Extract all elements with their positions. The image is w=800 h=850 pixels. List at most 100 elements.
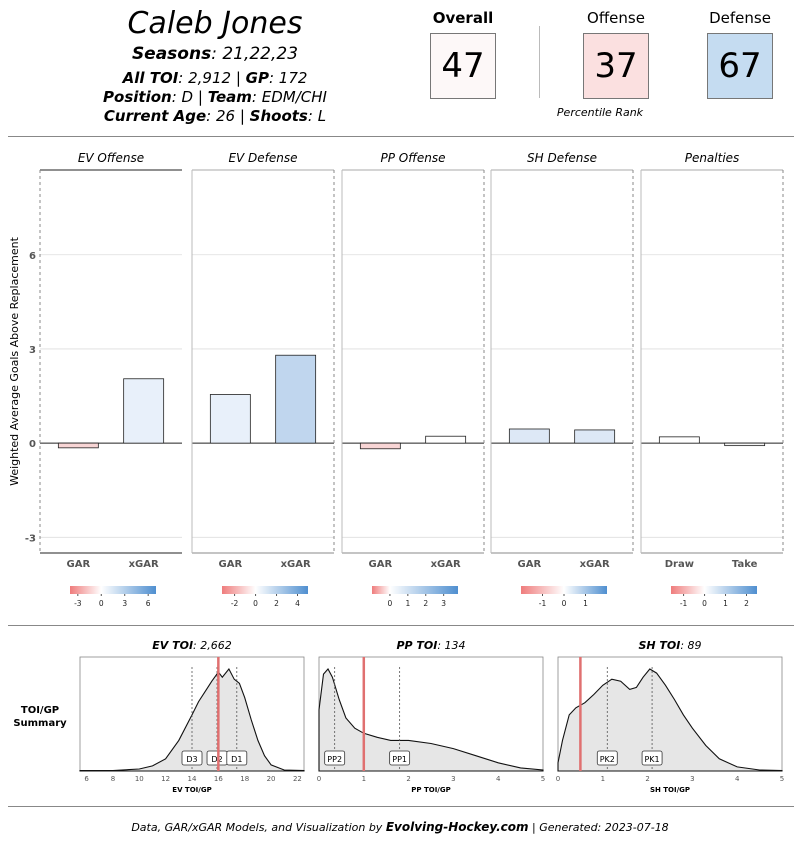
toi-x-tick-label: 2 [645,775,649,783]
x-tick-label: GAR [219,559,243,570]
toi-x-tick-label: 8 [111,775,115,783]
legend-tick-label: -1 [539,599,547,608]
toi-gp-line: All TOI: 2,912 | GP: 172 [40,69,390,87]
toi-density-curve [557,668,783,772]
toi-x-tick-label: 4 [735,775,740,783]
x-tick-label: xGAR [580,559,610,570]
x-tick-label: Draw [665,559,694,570]
x-tick-label: GAR [518,559,542,570]
score-divider [539,26,540,98]
toi-marker-label: PK1 [644,755,659,764]
color-legend-bar [372,586,458,594]
footer-prefix: Data, GAR/xGAR Models, and Visualization… [131,821,386,834]
toi-x-tick-label: 5 [780,775,784,783]
toi-x-tick-label: 12 [161,775,170,783]
legend-tick-label: 1 [723,599,728,608]
toi-x-tick-label: 1 [601,775,605,783]
toi-x-tick-label: 22 [293,775,302,783]
y-tick-label: 6 [29,251,36,262]
toi-panel-title: PP TOI: 134 [396,639,465,652]
toi-title-label: SH TOI [638,639,680,652]
bar-draw [658,436,700,444]
age-shoots-line: Current Age: 26 | Shoots: L [40,107,390,125]
y-tick-label: -3 [25,533,36,544]
defense-score-box: 67 [707,33,773,99]
panel-title: EV Defense [228,151,297,165]
toi-x-tick-label: 1 [362,775,366,783]
toi-title-label: EV TOI [152,639,193,652]
toi-x-tick-label: 20 [267,775,276,783]
footer-divider [8,806,794,807]
panel-title: SH Defense [527,151,597,165]
y-axis-label: Weighted Average Goals Above Replacement [8,236,21,485]
overall-label: Overall [432,9,494,27]
percentile-caption: Percentile Rank [556,106,644,119]
gp-value: : 172 [268,69,308,87]
legend-tick-label: 0 [99,599,104,608]
toi-value: : 2,912 | [178,69,246,87]
seasons-label: Seasons [131,44,212,64]
toi-side-label-1: TOI/GP [21,705,59,716]
seasons-line: Seasons: 21,22,23 [40,44,390,64]
toi-x-tick-label: 18 [240,775,249,783]
footer-credits: Data, GAR/xGAR Models, and Visualization… [0,820,800,834]
seasons-value: : 21,22,23 [211,44,299,64]
bar-xgar [275,354,317,444]
legend-tick-label: 1 [583,599,588,608]
legend-tick-label: -1 [680,599,688,608]
toi-side-label-2: Summary [13,718,67,729]
player-name: Caleb Jones [127,6,303,41]
toi-marker-label: D1 [231,755,242,764]
panel-ev-offense: EV Offense GAR xGAR -3 0 3 6 [39,151,182,608]
panel-title: PP Offense [380,151,445,165]
toi-panel-ev-toi: EV TOI: 2,662 D3 D2 D1 6 8 10 12 14 16 18 20 22 EV TO… [79,639,305,794]
legend-tick-label: -2 [231,599,239,608]
legend-tick-label: 0 [253,599,258,608]
shoots-label: Shoots [249,107,308,125]
age-value: : 26 | [206,107,250,125]
position-team-line: Position: D | Team: EDM/CHI [40,88,390,106]
toi-panel-sh-toi: SH TOI: 89 PK2 PK1 0 1 2 3 4 5 SH TOI/GP [556,639,784,794]
legend-tick-label: 1 [405,599,410,608]
legend-tick-label: 2 [744,599,749,608]
bar-gar [57,442,99,449]
legend-tick-label: 2 [423,599,428,608]
toi-marker-label: D2 [211,755,222,764]
team-label: Team [207,88,252,106]
toi-title-value: : 89 [680,639,701,652]
toi-x-tick-label: 4 [496,775,501,783]
toi-x-tick-label: 3 [690,775,694,783]
bar-gar [508,428,550,444]
x-tick-label: Take [732,559,758,570]
legend-tick-label: 4 [295,599,300,608]
toi-panel-pp-toi: PP TOI: 134 PP2 PP1 0 1 2 3 4 5 PP TOI/GP [317,639,545,794]
bar-take [724,442,766,447]
legend-tick-label: 3 [122,599,127,608]
bar-gar [359,442,401,450]
legend-tick-label: 0 [388,599,393,608]
footer-brand: Evolving-Hockey.com [385,820,529,834]
toi-marker-box [226,750,248,766]
color-legend-bar [222,586,308,594]
legend-tick-label: 0 [702,599,707,608]
toi-title-value: : 2,662 [193,639,232,652]
legend-tick-label: 6 [146,599,151,608]
toi-marker-label: PP2 [327,755,342,764]
age-label: Current Age [103,107,207,125]
toi-marker-box [641,750,663,766]
toi-marker-box [181,750,203,766]
toi-x-tick-label: 2 [406,775,410,783]
x-tick-label: xGAR [431,559,461,570]
overall-score-box: 47 [430,33,496,99]
panel-sh-defense: SH Defense GAR xGAR -1 0 1 [490,151,634,608]
x-tick-label: xGAR [281,559,311,570]
gar-bar-chart: Weighted Average Goals Above Replacement… [8,151,784,608]
toi-marker-label: PK2 [600,755,615,764]
legend-tick-label: -3 [74,599,82,608]
toi-x-tick-label: 14 [188,775,197,783]
toi-marker-label: PP1 [392,755,407,764]
color-legend-bar [671,586,757,594]
position-value: : D | [171,88,208,106]
toi-x-tick-label: 6 [84,775,89,783]
toi-x-axis-label: SH TOI/GP [650,786,690,794]
